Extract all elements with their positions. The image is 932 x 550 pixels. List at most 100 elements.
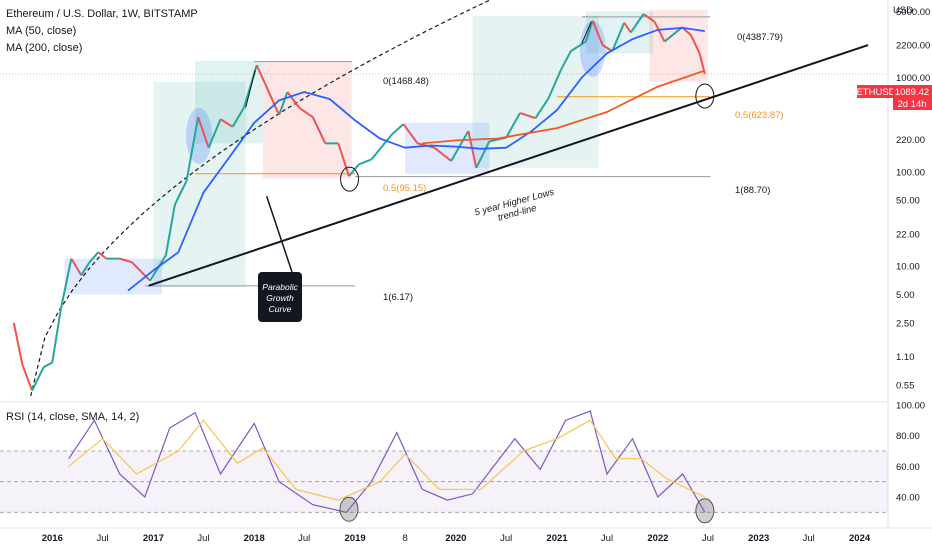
time-tick-label: Jul bbox=[500, 533, 512, 544]
time-tick-label: 2017 bbox=[143, 533, 164, 544]
rsi-axis: 100.00 80.00 60.00 40.00 bbox=[896, 401, 925, 504]
time-tick-label: Jul bbox=[702, 533, 714, 544]
fib-label-top-2018: 0(1468.48) bbox=[383, 76, 429, 87]
symbol-title: Ethereum / U.S. Dollar, 1W, BITSTAMP bbox=[6, 8, 198, 20]
rsi-low-circle bbox=[339, 496, 359, 522]
trendline-label: 5 year Higher Lows trend-line bbox=[473, 187, 555, 224]
time-axis: 2016 Jul 2017 Jul 2018 Jul 2019 8 2020 Jul 2021 Jul… bbox=[42, 533, 871, 544]
rsi-tick-label: 80.00 bbox=[896, 431, 920, 442]
price-axis: USD 5000.002200.001000.00500.00220.00100… bbox=[893, 5, 930, 392]
time-tick-label: 2024 bbox=[849, 533, 871, 544]
highlight-zone bbox=[153, 81, 246, 288]
chart-annotations bbox=[245, 21, 715, 192]
fib-levels bbox=[0, 16, 888, 287]
price-badge: ETHUSD 1089.42 2d 14h bbox=[856, 85, 932, 110]
highlight-zone bbox=[262, 60, 352, 179]
fib-label-top-2021: 0(4387.79) bbox=[737, 32, 783, 43]
time-tick-label: Jul bbox=[803, 533, 815, 544]
price-segment bbox=[51, 308, 62, 363]
price-segment bbox=[663, 26, 683, 43]
price-segment bbox=[591, 20, 604, 46]
ma50-line bbox=[127, 26, 705, 292]
ma200-legend: MA (200, close) bbox=[6, 42, 83, 54]
time-tick-label: 8 bbox=[402, 533, 407, 544]
price-segment bbox=[43, 361, 53, 368]
callout-box bbox=[258, 272, 302, 322]
price-segment bbox=[642, 13, 656, 23]
price-segment bbox=[255, 64, 267, 85]
callout-pointer bbox=[265, 196, 293, 273]
price-segment bbox=[391, 123, 405, 135]
last-price: 1089.42 bbox=[895, 87, 929, 98]
price-segment bbox=[278, 91, 289, 116]
price-segment bbox=[505, 112, 521, 139]
currency-label: USD bbox=[893, 5, 913, 16]
price-segment bbox=[519, 112, 536, 120]
highlight-zone bbox=[472, 15, 599, 168]
price-segment bbox=[629, 13, 645, 33]
price-segment bbox=[358, 158, 372, 166]
price-segment bbox=[97, 251, 108, 260]
price-segment bbox=[185, 116, 200, 182]
highlight-zone bbox=[195, 60, 263, 144]
rsi-tick-label: 60.00 bbox=[896, 462, 920, 473]
price-segment bbox=[21, 364, 34, 391]
parabolic-callout: Parabolic Growth Curve bbox=[258, 272, 302, 322]
price-segment bbox=[534, 97, 550, 119]
price-segment bbox=[348, 163, 360, 177]
price-tick-label: 2.50 bbox=[896, 318, 915, 329]
price-segment bbox=[207, 118, 222, 149]
price-segment bbox=[467, 130, 478, 169]
price-segment bbox=[570, 40, 587, 52]
price-segment bbox=[337, 143, 350, 177]
time-tick-label: 2016 bbox=[42, 533, 63, 544]
bar-countdown: 2d 14h bbox=[897, 99, 926, 110]
price-segment bbox=[560, 50, 572, 71]
price-segment bbox=[119, 257, 133, 264]
price-tick-label: 2200.00 bbox=[896, 41, 930, 52]
price-segment bbox=[547, 69, 562, 99]
price-segment bbox=[264, 83, 281, 116]
price-segment bbox=[402, 123, 419, 144]
higher-lows-trendline bbox=[148, 44, 869, 287]
rsi-ma-line bbox=[68, 419, 706, 501]
fib-label-one-2018: 1(88.70) bbox=[735, 185, 770, 196]
price-tick-label: 10.00 bbox=[896, 262, 920, 273]
price-tick-label: 1000.00 bbox=[896, 73, 930, 84]
price-segment bbox=[311, 116, 327, 144]
highlight-ellipse bbox=[185, 107, 212, 164]
price-segment bbox=[12, 322, 24, 365]
rsi-line bbox=[68, 410, 706, 513]
price-segment bbox=[231, 106, 245, 128]
time-tick-label: 2020 bbox=[445, 533, 466, 544]
time-tick-label: 2021 bbox=[546, 533, 568, 544]
time-tick-label: 2019 bbox=[345, 533, 366, 544]
rsi-panel bbox=[0, 410, 888, 524]
time-tick-label: 2022 bbox=[647, 533, 668, 544]
fib-label-half-2022: 0.5(623.87) bbox=[735, 110, 784, 121]
price-tick-label: 5.00 bbox=[896, 290, 915, 301]
price-segment bbox=[611, 22, 626, 52]
price-segment bbox=[31, 366, 45, 391]
callout-line-3: Curve bbox=[269, 304, 292, 314]
ticker-badge-bg bbox=[857, 85, 895, 98]
price-segment bbox=[370, 133, 393, 161]
price-segment bbox=[475, 140, 491, 169]
price-segment bbox=[602, 44, 613, 52]
ma50-legend: MA (50, close) bbox=[6, 25, 77, 37]
price-segment bbox=[623, 22, 632, 33]
price-tick-label: 50.00 bbox=[896, 196, 920, 207]
trend-arrow bbox=[245, 69, 256, 108]
price-segment bbox=[653, 21, 666, 42]
low-circle bbox=[340, 166, 360, 192]
price-tick-label: 5000.00 bbox=[896, 7, 930, 18]
time-tick-label: Jul bbox=[197, 533, 209, 544]
time-tick-label: Jul bbox=[601, 533, 613, 544]
price-segment bbox=[433, 146, 452, 162]
trendlines bbox=[30, 0, 869, 397]
ticker-label: ETHUSD bbox=[856, 87, 895, 98]
callout-line-1: Parabolic bbox=[262, 282, 298, 292]
trend-arrow bbox=[581, 21, 592, 44]
chart-series bbox=[12, 13, 706, 391]
